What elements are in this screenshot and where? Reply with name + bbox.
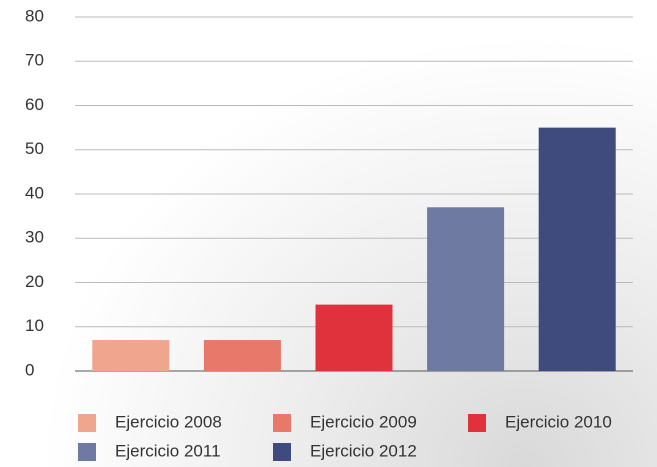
y-tick-label: 80	[25, 6, 44, 25]
y-tick-label: 50	[25, 139, 44, 158]
legend-label: Ejercicio 2008	[115, 412, 222, 431]
legend-swatch	[78, 414, 96, 432]
legend-swatch	[273, 414, 291, 432]
legend-label: Ejercicio 2009	[310, 412, 417, 431]
legend-swatch	[468, 414, 486, 432]
bar	[203, 340, 281, 371]
legend-swatch	[273, 443, 291, 461]
y-tick-label: 40	[25, 183, 44, 202]
y-tick-label: 30	[25, 228, 44, 247]
legend-label: Ejercicio 2012	[310, 441, 417, 460]
y-tick-label: 10	[25, 316, 44, 335]
bar	[92, 340, 170, 371]
y-tick-label: 0	[25, 360, 34, 379]
legend-label: Ejercicio 2010	[505, 412, 612, 431]
bar	[427, 207, 505, 371]
bar	[315, 304, 393, 371]
y-tick-label: 60	[25, 95, 44, 114]
bar	[538, 127, 616, 371]
y-tick-label: 70	[25, 51, 44, 70]
legend-swatch	[78, 443, 96, 461]
legend-label: Ejercicio 2011	[115, 441, 221, 460]
y-tick-label: 20	[25, 272, 44, 291]
